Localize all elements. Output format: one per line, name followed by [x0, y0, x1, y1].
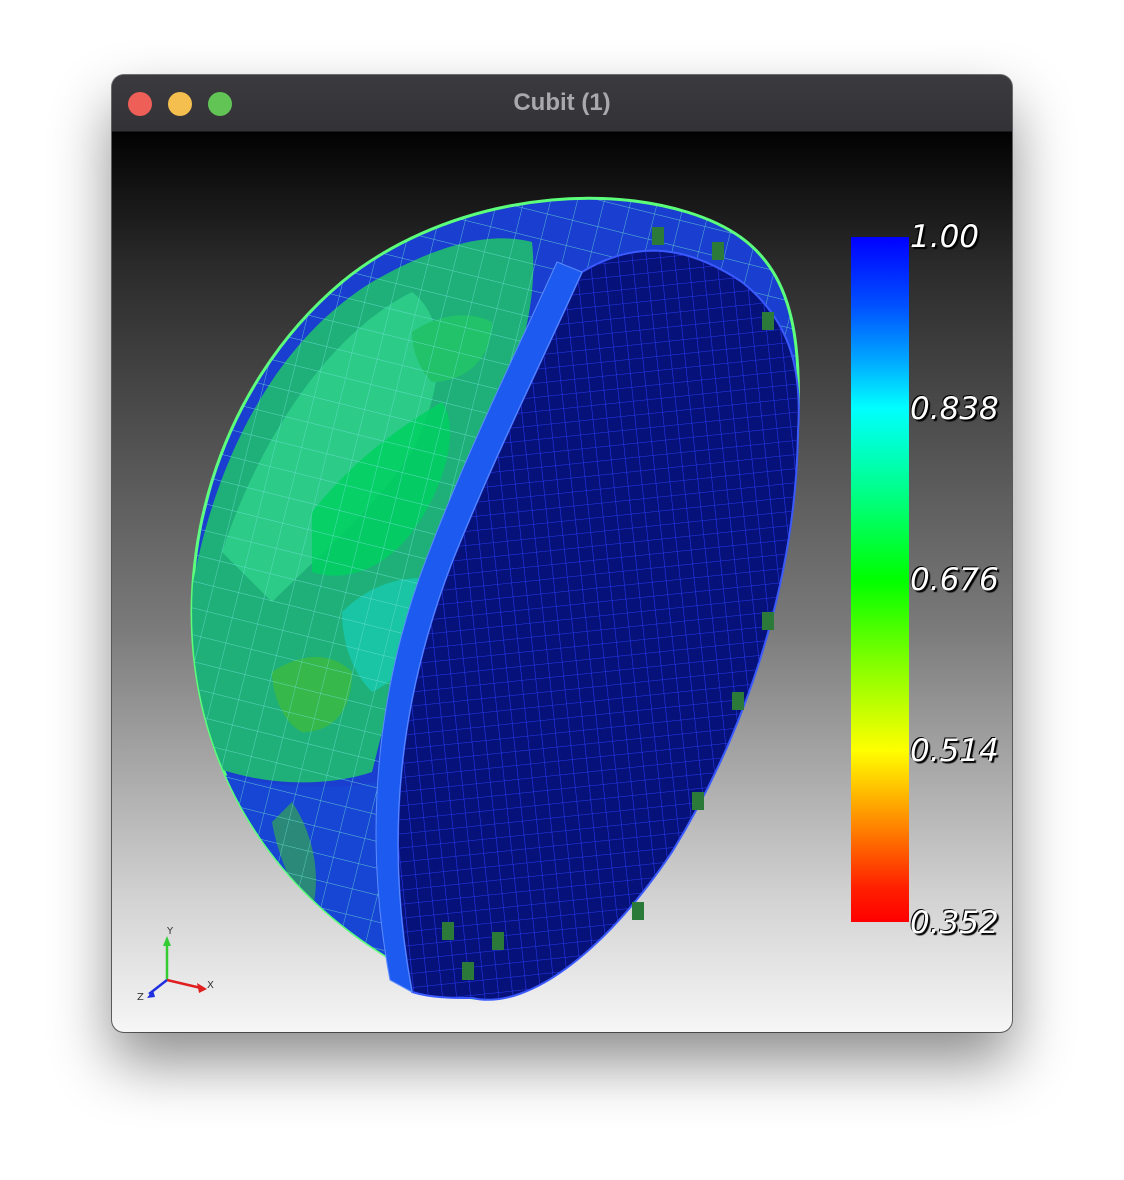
mesh-patch: [442, 922, 454, 940]
title-bar[interactable]: Cubit (1): [112, 75, 1012, 132]
mesh-patch: [492, 932, 504, 950]
mesh-patch: [632, 902, 644, 920]
color-legend-bar: [851, 237, 909, 922]
mesh-patch: [462, 962, 474, 980]
legend-label-4: 0.514: [910, 733, 999, 769]
axis-triad: Y X Z: [137, 926, 214, 1003]
mesh-patch: [732, 692, 744, 710]
graphics-viewport[interactable]: Y X Z 1.00 0.838 0.676 0.514 0.352: [112, 132, 1012, 1032]
mesh-patch: [762, 612, 774, 630]
axis-z-label: Z: [137, 992, 144, 1003]
legend-label-2: 0.838: [910, 391, 999, 427]
mesh-patch: [762, 312, 774, 330]
minimize-window-button[interactable]: [168, 92, 192, 116]
axis-x-label: X: [207, 980, 214, 991]
close-window-button[interactable]: [128, 92, 152, 116]
mesh-scene[interactable]: Y X Z: [112, 132, 1012, 1032]
legend-label-3: 0.676: [910, 562, 999, 598]
legend-label-min: 0.352: [910, 905, 999, 941]
legend-label-max: 1.00: [910, 219, 980, 255]
mesh-patch: [652, 227, 664, 245]
cubit-window: Cubit (1): [112, 75, 1012, 1032]
axis-y-label: Y: [166, 926, 174, 937]
zoom-window-button[interactable]: [208, 92, 232, 116]
window-title: Cubit (1): [513, 89, 611, 116]
mesh-patch: [712, 242, 724, 260]
mesh-patch: [692, 792, 704, 810]
